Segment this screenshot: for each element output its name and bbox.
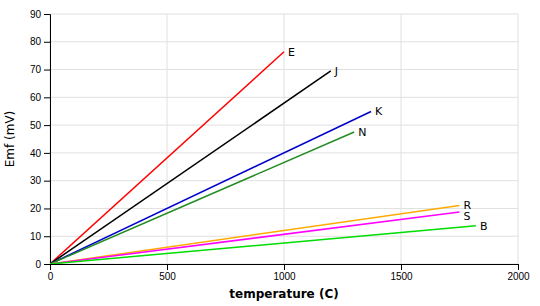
tick: 40 xyxy=(30,148,50,159)
tick-mark xyxy=(44,181,50,182)
tick-mark xyxy=(518,264,519,270)
series-label: K xyxy=(375,105,383,118)
tick-mark xyxy=(44,70,50,71)
tick: 1500 xyxy=(390,264,413,282)
tick-label: 0 xyxy=(48,271,54,282)
tick: 1000 xyxy=(273,264,296,282)
series-line xyxy=(50,226,476,264)
tick-mark xyxy=(44,97,50,98)
plot: 05001000150020000102030405060708090EJKNR… xyxy=(30,9,530,282)
tick-label: 10 xyxy=(30,231,42,242)
tick-mark xyxy=(44,42,50,43)
grid-line-y xyxy=(50,69,518,70)
x-axis-title: temperature (C) xyxy=(229,287,338,301)
series-line xyxy=(50,212,460,264)
tick: 2000 xyxy=(507,264,530,282)
tick-label: 80 xyxy=(30,36,42,47)
y-axis: 0 10 20 30 40 50 60 70 80 90 xyxy=(30,9,51,270)
tick-label: 50 xyxy=(30,120,42,131)
axis-line xyxy=(44,15,51,265)
grid-line-x xyxy=(167,14,168,264)
series-line xyxy=(50,71,331,264)
tick-mark xyxy=(401,264,402,270)
tick-mark xyxy=(44,14,50,15)
grid-line-y xyxy=(50,14,518,15)
tick-mark xyxy=(44,236,50,237)
grid-line-y xyxy=(50,180,518,181)
tick-mark xyxy=(44,264,50,265)
y-axis-title: Emf (mV) xyxy=(3,111,17,168)
chart: 05001000150020000102030405060708090EJKNR… xyxy=(0,0,540,306)
tick-label: 90 xyxy=(30,9,42,20)
tick-label: 20 xyxy=(30,203,42,214)
series-labels: EJKNRSB xyxy=(288,46,487,233)
x-axis: 0 500 1000 1500 2000 xyxy=(48,264,530,282)
tick-label: 60 xyxy=(30,92,42,103)
grid-line-y xyxy=(50,97,518,98)
tick-label: 70 xyxy=(30,64,42,75)
series-label: S xyxy=(464,210,471,223)
grid-line-y xyxy=(50,208,518,209)
tick-mark xyxy=(167,264,168,270)
tick: 60 xyxy=(30,92,50,103)
grid-line-y xyxy=(50,125,518,126)
tick-label: 500 xyxy=(159,271,176,282)
tick: 80 xyxy=(30,36,50,47)
grid-line-y xyxy=(50,236,518,237)
tick: 20 xyxy=(30,203,50,214)
series-line xyxy=(50,205,460,264)
tick: 10 xyxy=(30,231,50,242)
grid-line-x xyxy=(401,14,402,264)
series-label: N xyxy=(358,126,366,139)
tick-label: 1500 xyxy=(390,271,413,282)
grid-line-x xyxy=(518,14,519,264)
tick: 50 xyxy=(30,120,50,131)
tick: 30 xyxy=(30,175,50,186)
series-label: B xyxy=(480,220,488,233)
lines xyxy=(50,52,476,264)
tick: 0 xyxy=(48,264,54,282)
tick: 0 xyxy=(35,259,50,270)
tick: 70 xyxy=(30,64,50,75)
series-line xyxy=(50,52,284,264)
tick-label: 2000 xyxy=(507,271,530,282)
tick-label: 40 xyxy=(30,148,42,159)
tick-mark xyxy=(44,125,50,126)
tick-label: 30 xyxy=(30,175,42,186)
grid xyxy=(50,14,518,264)
tick-label: 1000 xyxy=(273,271,296,282)
tick-mark xyxy=(44,208,50,209)
tick: 90 xyxy=(30,9,50,20)
series-label: E xyxy=(288,46,295,59)
tick-mark xyxy=(44,153,50,154)
grid-line-y xyxy=(50,41,518,42)
tick: 500 xyxy=(159,264,176,282)
tick-label: 0 xyxy=(35,259,41,270)
tick-mark xyxy=(284,264,285,270)
series-label: J xyxy=(334,65,338,78)
axis-line xyxy=(51,265,519,271)
